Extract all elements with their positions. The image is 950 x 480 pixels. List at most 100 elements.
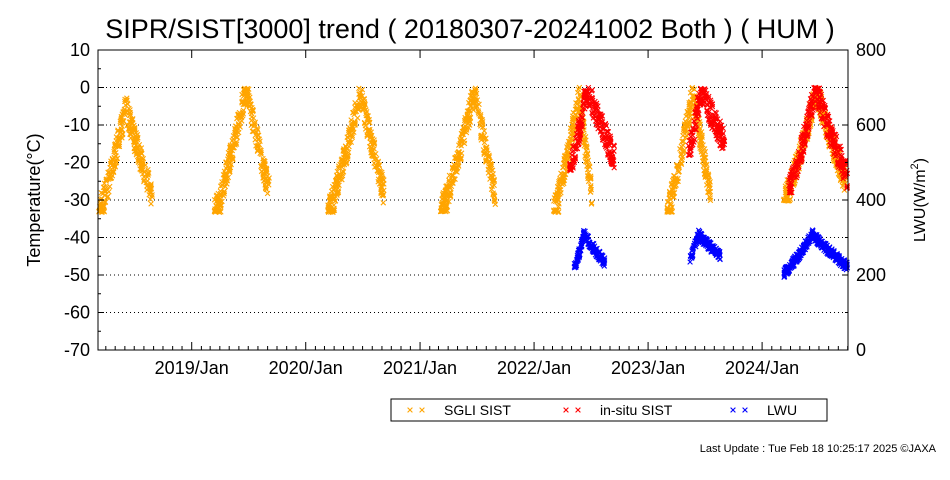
data-point [701, 92, 708, 99]
data-point [366, 143, 373, 150]
data-point [490, 190, 496, 196]
data-point [120, 120, 126, 126]
data-point [804, 132, 811, 139]
data-point [703, 101, 710, 108]
data-point [227, 160, 234, 166]
data-point [215, 198, 222, 205]
y2-axis-label-sup: 2 [909, 163, 921, 169]
data-point [557, 191, 563, 197]
data-point [464, 113, 471, 120]
data-point [808, 103, 815, 110]
data-point [787, 196, 794, 202]
data-point [127, 116, 134, 123]
data-point [122, 98, 128, 105]
data-point [679, 138, 685, 145]
data-point [691, 136, 698, 143]
data-point [490, 174, 496, 181]
data-point [587, 189, 594, 195]
data-point [719, 145, 725, 152]
data-point [832, 131, 839, 138]
data-point [716, 130, 723, 136]
y-axis-label: Temperature(°C) [24, 133, 44, 266]
data-point [693, 121, 699, 128]
data-point [229, 156, 236, 162]
data-point [235, 126, 242, 132]
data-point [569, 137, 575, 144]
data-point [705, 184, 712, 190]
data-point [589, 87, 596, 93]
data-point [564, 144, 570, 150]
data-point [686, 152, 693, 158]
data-point [793, 174, 800, 181]
data-point [837, 143, 843, 150]
data-point [597, 116, 603, 122]
data-point [701, 146, 708, 152]
data-point [459, 128, 466, 135]
data-point [838, 146, 844, 153]
data-point [689, 248, 695, 254]
data-point [606, 138, 613, 145]
data-point [462, 116, 469, 123]
data-point [255, 136, 261, 142]
legend-marker [419, 407, 425, 413]
data-point [568, 128, 574, 134]
data-point [553, 192, 560, 198]
data-point [256, 141, 263, 148]
legend-marker [730, 407, 736, 413]
data-point [356, 102, 363, 109]
data-point [443, 183, 449, 190]
data-point [794, 257, 800, 264]
data-point [113, 134, 120, 140]
data-point [685, 109, 691, 115]
grid-lines [98, 87, 848, 313]
y-tick-label: 10 [70, 40, 90, 60]
data-point [100, 190, 106, 197]
data-point [825, 113, 831, 120]
data-point [821, 123, 827, 130]
data-point [586, 103, 593, 110]
data-point [588, 242, 594, 248]
data-point [341, 146, 347, 152]
data-point [681, 125, 687, 132]
data-point [246, 103, 253, 110]
x-tick-label: 2019/Jan [155, 358, 229, 378]
x-tick-label: 2024/Jan [725, 358, 799, 378]
data-point [211, 197, 218, 203]
data-point [112, 143, 119, 150]
data-point [365, 113, 371, 119]
data-point [817, 109, 823, 116]
data-point [844, 185, 850, 192]
data-point [119, 131, 126, 138]
data-point [450, 161, 457, 168]
data-point [685, 142, 692, 149]
data-point [378, 189, 384, 195]
data-point [574, 145, 581, 152]
data-point [143, 171, 150, 177]
data-point [595, 107, 601, 113]
data-point [701, 86, 708, 93]
data-point [605, 151, 611, 158]
data-point [590, 108, 596, 115]
data-point [327, 194, 333, 200]
data-point [258, 168, 265, 175]
data-point [707, 104, 714, 111]
y2-tick-label: 600 [856, 115, 886, 135]
data-point [213, 193, 220, 199]
data-point [473, 88, 479, 95]
data-point [113, 153, 119, 159]
data-point [97, 196, 104, 203]
data-point [665, 199, 671, 206]
data-point [371, 153, 377, 160]
data-point [815, 96, 821, 103]
data-point [586, 93, 593, 100]
data-point [217, 202, 224, 209]
data-point [452, 168, 458, 174]
data-point [609, 154, 616, 160]
data-point [700, 142, 706, 148]
data-point [264, 190, 271, 197]
data-point [467, 107, 473, 113]
data-point [587, 173, 593, 180]
y2-axis-label: LWU(W/m2) [909, 158, 929, 242]
data-point [577, 116, 584, 123]
data-point [105, 176, 112, 182]
